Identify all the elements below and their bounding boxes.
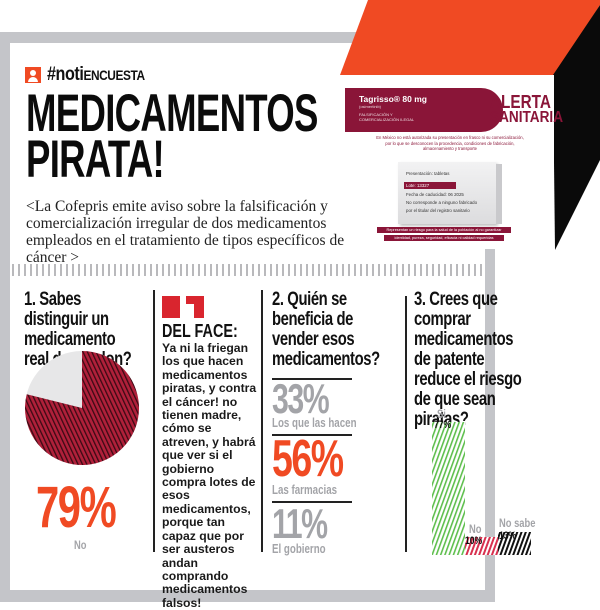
- q2-answer-1-label: Los que las hacen: [272, 416, 357, 430]
- q2-divider-1: [272, 378, 352, 380]
- q2-answer-3-label: El gobierno: [272, 542, 326, 556]
- box-side-face: [553, 5, 600, 250]
- q2-question: 2. Quién se beneficia de vender esos med…: [272, 289, 380, 370]
- package-note-line1: No corresponde a ninguno fabricado: [406, 200, 478, 205]
- bar-no-sabe-value: 13%: [499, 530, 517, 542]
- product-tag-line1: FALSIFICACIÓN Y: [359, 112, 393, 117]
- q1-pie-chart: [25, 351, 140, 465]
- page-title: MEDICAMENTOS PIRATA!: [26, 84, 318, 189]
- bar-no: [465, 537, 498, 555]
- column-divider-3: [405, 296, 407, 552]
- package-note-line2: por el titular del registro sanitario: [406, 208, 470, 213]
- column-divider-2: [261, 290, 263, 552]
- q3-bar-chart: [432, 422, 531, 555]
- product-tag: FALSIFICACIÓN Y COMERCIALIZACIÓN ILEGAL: [359, 112, 414, 122]
- q2-answer-1-value: 33%: [272, 375, 330, 422]
- bar-no-sabe: [498, 532, 531, 555]
- bar-si: [432, 422, 465, 555]
- brand-hashtag: #notiENCUESTA: [25, 64, 162, 86]
- package-illustration: Presentación: tabletas Lote: 13327 Fecha…: [398, 162, 502, 224]
- tick-divider: [12, 264, 485, 276]
- hashtag-text: #notiENCUESTA: [47, 64, 145, 86]
- product-generic: (osimertinib): [359, 104, 382, 109]
- notice-line3: almacenamiento y transporte: [423, 146, 477, 151]
- q3-section: 3. Crees que comprar medicamentos de pat…: [414, 290, 522, 430]
- q1-section: 1. Sabes distinguir un medicamento real …: [24, 290, 154, 552]
- hashtag-prefix: #noti: [47, 64, 84, 85]
- bar-si-label: Si: [437, 407, 446, 421]
- package-expiry: Fecha de caducidad: 06 2025: [406, 192, 464, 197]
- bar-no-label: No: [469, 522, 482, 536]
- product-name: Tagrisso® 80 mg: [359, 94, 427, 104]
- q2-answer-3-value: 11%: [272, 500, 328, 547]
- package-side: [496, 164, 502, 224]
- user-icon: [25, 67, 41, 83]
- q2-section: 2. Quién se beneficia de vender esos med…: [272, 289, 382, 556]
- notice-line2: por lo que se desconocen la procedencia,…: [385, 140, 515, 146]
- del-face-heading: DEL FACE:: [162, 321, 238, 341]
- bar-no-value: 10%: [465, 535, 483, 547]
- del-face-section: DEL FACE: Ya ni la friegan los que hacen…: [162, 290, 262, 610]
- title-line1: MEDICAMENTOS: [26, 84, 318, 143]
- alert-notice: En México no está autorizada su presenta…: [360, 135, 540, 152]
- quote-mark-icon: [162, 296, 204, 318]
- alert-title-line1: ALERTA: [490, 92, 551, 112]
- q2-answer-2-value: 56%: [272, 430, 344, 488]
- product-pill: Tagrisso® 80 mg (osimertinib) FALSIFICAC…: [345, 88, 503, 132]
- q2-divider-2: [272, 434, 352, 436]
- q2-answer-2-label: Las farmacias: [272, 483, 338, 497]
- alert-title: ALERTA SANITARIA: [490, 92, 564, 126]
- pie-slice-no: [25, 351, 140, 465]
- bar-si-value: 77%: [434, 419, 452, 431]
- bar-no-sabe-label: No sabe: [499, 516, 536, 530]
- alert-title-line2: SANITARIA: [490, 109, 564, 126]
- risk-banner-line2: identidad, pureza, seguridad, eficacia n…: [384, 235, 504, 241]
- del-face-text: Ya ni la friegan los que hacen medicamen…: [162, 341, 257, 610]
- page-subtitle: <La Cofepris emite aviso sobre la falsif…: [26, 198, 345, 266]
- package-lot-highlight: [404, 182, 456, 189]
- package-lot: Lote: 13327: [406, 183, 430, 188]
- title-line2: PIRATA!: [26, 130, 165, 189]
- q3-question: 3. Crees que comprar medicamentos de pat…: [414, 289, 522, 430]
- q1-value: 79%: [36, 475, 117, 540]
- hashtag-suffix: ENCUESTA: [83, 67, 145, 83]
- package-label: Presentación: tabletas: [406, 171, 450, 176]
- q2-divider-3: [272, 501, 352, 503]
- product-tag-line2: COMERCIALIZACIÓN ILEGAL: [359, 117, 415, 122]
- q1-label: No: [74, 538, 87, 552]
- notice-line1: En México no está autorizada su presenta…: [376, 135, 524, 140]
- box-top-face: [340, 0, 600, 75]
- column-divider-1: [153, 290, 155, 552]
- risk-banner-line1: Representan un riesgo para la salud de l…: [377, 227, 511, 233]
